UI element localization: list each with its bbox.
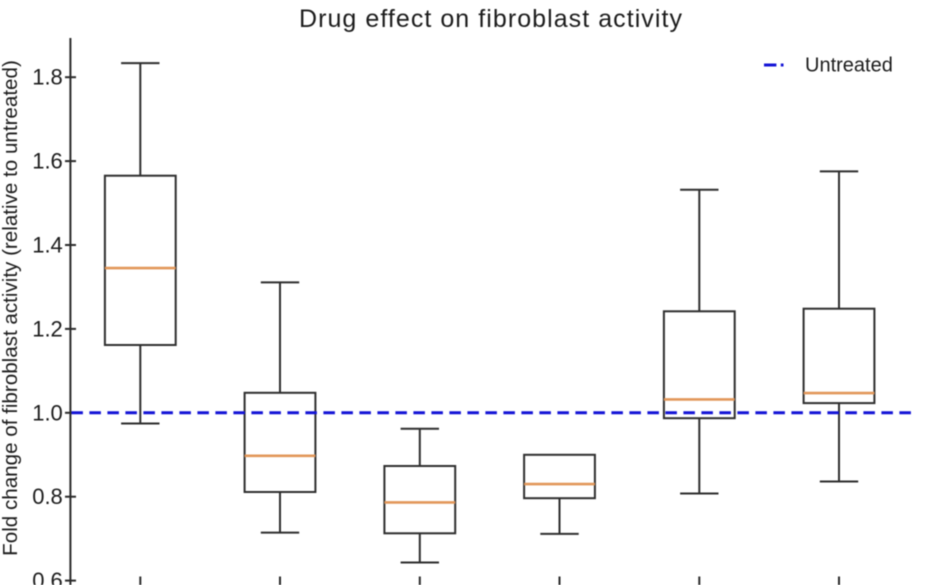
svg-text:1.0: 1.0 [32, 400, 63, 425]
svg-text:1.8: 1.8 [32, 65, 63, 90]
svg-text:Untreated: Untreated [805, 55, 893, 77]
svg-text:1.4: 1.4 [32, 233, 63, 258]
svg-text:Drug effect on fibroblast acti: Drug effect on fibroblast activity [299, 5, 683, 33]
svg-text:0.6: 0.6 [32, 568, 63, 585]
svg-text:1.2: 1.2 [32, 316, 63, 341]
svg-text:1.6: 1.6 [32, 149, 63, 174]
svg-text:0.8: 0.8 [32, 484, 63, 509]
svg-text:Fold change of fibroblast acti: Fold change of fibroblast activity (rela… [0, 60, 22, 556]
